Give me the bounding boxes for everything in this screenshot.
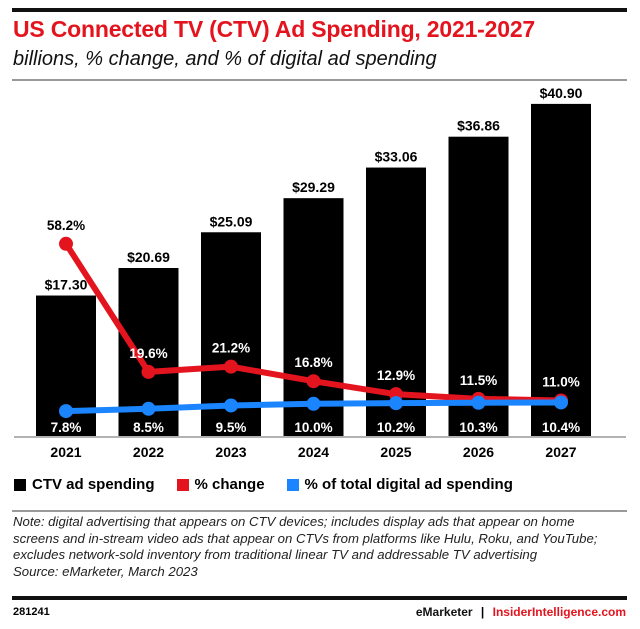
bar-2027 bbox=[531, 103, 591, 436]
x-tick-label: 2025 bbox=[380, 444, 411, 460]
top-rule bbox=[12, 8, 627, 12]
x-tick-label: 2023 bbox=[215, 444, 246, 460]
pct-change-label: 21.2% bbox=[212, 341, 250, 356]
legend-swatch-blue bbox=[286, 478, 299, 491]
legend-item-digital: % of total digital ad spending bbox=[286, 476, 513, 493]
bar-value-label: $33.06 bbox=[375, 149, 418, 165]
chart-subtitle: billions, % change, and % of digital ad … bbox=[13, 48, 437, 70]
bar-value-label: $17.30 bbox=[45, 277, 88, 293]
note-divider bbox=[12, 510, 627, 512]
pct-digital-label: 8.5% bbox=[133, 420, 164, 435]
emarketer-link[interactable]: eMarketer bbox=[415, 605, 473, 619]
legend-swatch-red bbox=[176, 478, 189, 491]
pct-digital-label: 10.3% bbox=[459, 420, 497, 435]
x-tick-label: 2021 bbox=[50, 444, 81, 460]
bar-2024 bbox=[283, 198, 344, 436]
pct-change-point bbox=[59, 236, 73, 251]
pct-digital-point bbox=[141, 401, 156, 416]
pct-digital-point bbox=[59, 404, 73, 419]
pct-digital-label: 7.8% bbox=[51, 420, 82, 435]
pct-digital-label: 9.5% bbox=[216, 420, 247, 435]
pct-change-label: 11.5% bbox=[460, 373, 498, 388]
x-tick-label: 2022 bbox=[133, 444, 164, 460]
source-text: Source: eMarketer, March 2023 bbox=[13, 563, 198, 579]
title-divider bbox=[12, 79, 627, 81]
pct-digital-point bbox=[554, 395, 568, 410]
bar-2026 bbox=[448, 136, 509, 437]
pct-digital-point bbox=[224, 398, 238, 413]
footer-rule bbox=[12, 596, 627, 600]
footer-brand: eMarketer | InsiderIntelligence.com bbox=[416, 605, 626, 619]
bar-value-label: $36.86 bbox=[457, 118, 500, 134]
x-tick-label: 2026 bbox=[463, 444, 494, 460]
insiderintelligence-link[interactable]: InsiderIntelligence.com bbox=[492, 605, 626, 619]
chart-id: 281241 bbox=[13, 606, 50, 618]
legend-swatch-black bbox=[14, 478, 26, 491]
x-tick-label: 2024 bbox=[298, 444, 329, 460]
legend-item-change: % change bbox=[176, 476, 265, 493]
note-text: Note: digital advertising that appears o… bbox=[13, 514, 598, 562]
bar-value-label: $29.29 bbox=[292, 179, 335, 195]
pct-change-label: 58.2% bbox=[47, 218, 85, 233]
legend-label: % change bbox=[194, 476, 265, 493]
separator: | bbox=[480, 605, 485, 619]
pct-change-label: 16.8% bbox=[294, 355, 332, 370]
pct-digital-label: 10.2% bbox=[377, 420, 415, 435]
pct-digital-label: 10.4% bbox=[542, 420, 580, 435]
pct-digital-point bbox=[471, 395, 486, 410]
bar-value-label: $40.90 bbox=[540, 85, 583, 101]
pct-digital-label: 10.0% bbox=[294, 420, 332, 435]
note: Note: digital advertising that appears o… bbox=[13, 514, 623, 580]
chart-title: US Connected TV (CTV) Ad Spending, 2021-… bbox=[13, 16, 535, 42]
bar-value-label: $25.09 bbox=[210, 213, 253, 229]
legend-label: CTV ad spending bbox=[32, 476, 155, 493]
chart-plot: $17.30 $20.69 $25.09 $29.29 $33.06 $36.86 $40.… bbox=[14, 85, 626, 460]
pct-change-label: 11.0% bbox=[542, 374, 580, 389]
pct-change-label: 19.6% bbox=[129, 346, 167, 361]
pct-change-label: 12.9% bbox=[377, 368, 415, 383]
x-tick-label: 2027 bbox=[545, 444, 576, 460]
pct-change-point bbox=[141, 364, 156, 379]
legend-item-ctv: CTV ad spending bbox=[14, 476, 155, 493]
pct-digital-point bbox=[306, 396, 321, 411]
bar-value-label: $20.69 bbox=[127, 249, 170, 265]
pct-change-point bbox=[224, 359, 238, 374]
legend-label: % of total digital ad spending bbox=[304, 476, 513, 493]
pct-digital-point bbox=[389, 396, 403, 411]
legend: CTV ad spending % change % of total digi… bbox=[14, 476, 513, 493]
pct-change-point bbox=[306, 374, 321, 389]
